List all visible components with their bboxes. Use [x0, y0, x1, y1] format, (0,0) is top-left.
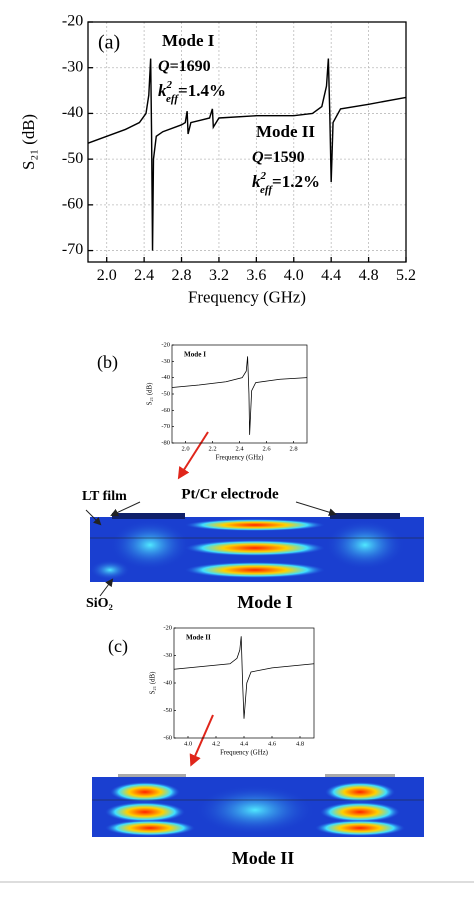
q-symbol: Q — [252, 149, 264, 166]
annotation-q: Q=1590 — [252, 149, 305, 166]
y-axis-title: S₂₁ (dB) — [150, 672, 157, 695]
panel-label: (b) — [97, 352, 118, 373]
mode-label: Mode I — [237, 592, 293, 612]
k-symbol: k — [252, 172, 261, 191]
panel-label: (c) — [108, 636, 128, 657]
q-symbol: Q — [158, 58, 170, 75]
k-sub: eff — [260, 184, 273, 196]
plot-frame — [171, 344, 308, 444]
y-tick-label: -20 — [161, 341, 170, 348]
k-value: =1.4% — [178, 81, 226, 100]
data-line — [87, 58, 407, 251]
y-tick-label: -60 — [161, 407, 170, 414]
x-tick-label: 4.2 — [212, 740, 220, 747]
callout-arrow — [99, 578, 114, 597]
annotation-q: Q=1690 — [158, 58, 211, 75]
callout-arrow — [295, 501, 337, 517]
inset-title: Mode II — [186, 634, 211, 642]
y-tick-label: -30 — [161, 358, 170, 365]
x-axis-title: Frequency (GHz) — [220, 750, 268, 757]
x-tick-label: 4.6 — [268, 740, 277, 747]
plot-frame — [87, 21, 407, 263]
x-tick-label: 2.2 — [208, 445, 216, 452]
y-tick-label: -30 — [62, 58, 83, 75]
q-value: =1690 — [170, 58, 211, 75]
callout-arrow — [85, 509, 102, 526]
x-tick-label: 4.0 — [184, 740, 192, 747]
x-tick-label: 5.2 — [396, 267, 416, 284]
k-sub: eff — [166, 93, 179, 105]
x-tick-label: 2.0 — [97, 267, 117, 284]
y-tick-label: -60 — [62, 196, 83, 213]
y-axis-title: S₂₁ (dB) — [19, 114, 38, 170]
y-tick-label: -60 — [163, 734, 172, 741]
simulation-mode-2 — [92, 774, 424, 837]
x-tick-label: 2.8 — [172, 267, 192, 284]
y-tick-label: -30 — [163, 652, 172, 659]
y-tick-label: -40 — [163, 679, 172, 686]
x-tick-label: 4.4 — [240, 740, 249, 747]
plot-frame — [173, 627, 315, 739]
x-tick-label: 4.8 — [296, 740, 304, 747]
annotation-k: k2 eff=1.4% — [158, 79, 226, 105]
y-tick-label: -40 — [161, 374, 170, 381]
y-tick-label: -40 — [62, 104, 83, 121]
x-tick-label: 2.4 — [235, 445, 244, 452]
y-tick-label: -80 — [161, 439, 170, 446]
label: SiO₂ — [86, 596, 113, 611]
k-value: =1.2% — [272, 172, 320, 191]
label: Pt/Cr electrode — [181, 486, 279, 502]
x-tick-label: 4.4 — [321, 267, 341, 284]
label: LT film — [82, 489, 127, 504]
annotation-title: Mode I — [162, 31, 215, 50]
y-tick-label: -50 — [62, 150, 83, 167]
inset-title: Mode I — [184, 351, 206, 359]
y-tick-label: -70 — [161, 423, 170, 430]
y-axis-title: S₂₁ (dB) — [147, 383, 154, 406]
k-sup: 2 — [260, 170, 267, 182]
x-tick-label: 2.4 — [134, 267, 154, 284]
data-line — [171, 356, 308, 435]
k-symbol: k — [158, 81, 167, 100]
x-tick-label: 4.8 — [359, 267, 379, 284]
y-tick-label: -50 — [163, 707, 172, 714]
x-tick-label: 3.2 — [209, 267, 229, 284]
x-tick-label: 3.6 — [246, 267, 266, 284]
x-tick-label: 2.6 — [262, 445, 271, 452]
panel-label: (a) — [98, 32, 120, 54]
pointer-arrow — [189, 714, 214, 767]
pointer-arrow — [177, 431, 209, 480]
x-tick-label: 4.0 — [284, 267, 304, 284]
data-line — [173, 636, 315, 719]
y-tick-label: -20 — [62, 13, 83, 30]
annotation-k: k2 eff=1.2% — [252, 170, 320, 196]
x-tick-label: 2.0 — [181, 445, 189, 452]
callout-arrow — [110, 501, 141, 517]
x-tick-label: 2.8 — [289, 445, 297, 452]
simulation-mode-1 — [90, 513, 424, 582]
mode-label: Mode II — [232, 848, 295, 868]
k-sup: 2 — [166, 79, 173, 91]
y-tick-label: -50 — [161, 390, 170, 397]
y-tick-label: -20 — [163, 624, 172, 631]
y-tick-label: -70 — [62, 241, 83, 258]
annotation-title: Mode II — [256, 122, 315, 141]
x-axis-title: Frequency (GHz) — [188, 288, 306, 307]
x-axis-title: Frequency (GHz) — [216, 455, 264, 462]
q-value: =1590 — [264, 149, 305, 166]
